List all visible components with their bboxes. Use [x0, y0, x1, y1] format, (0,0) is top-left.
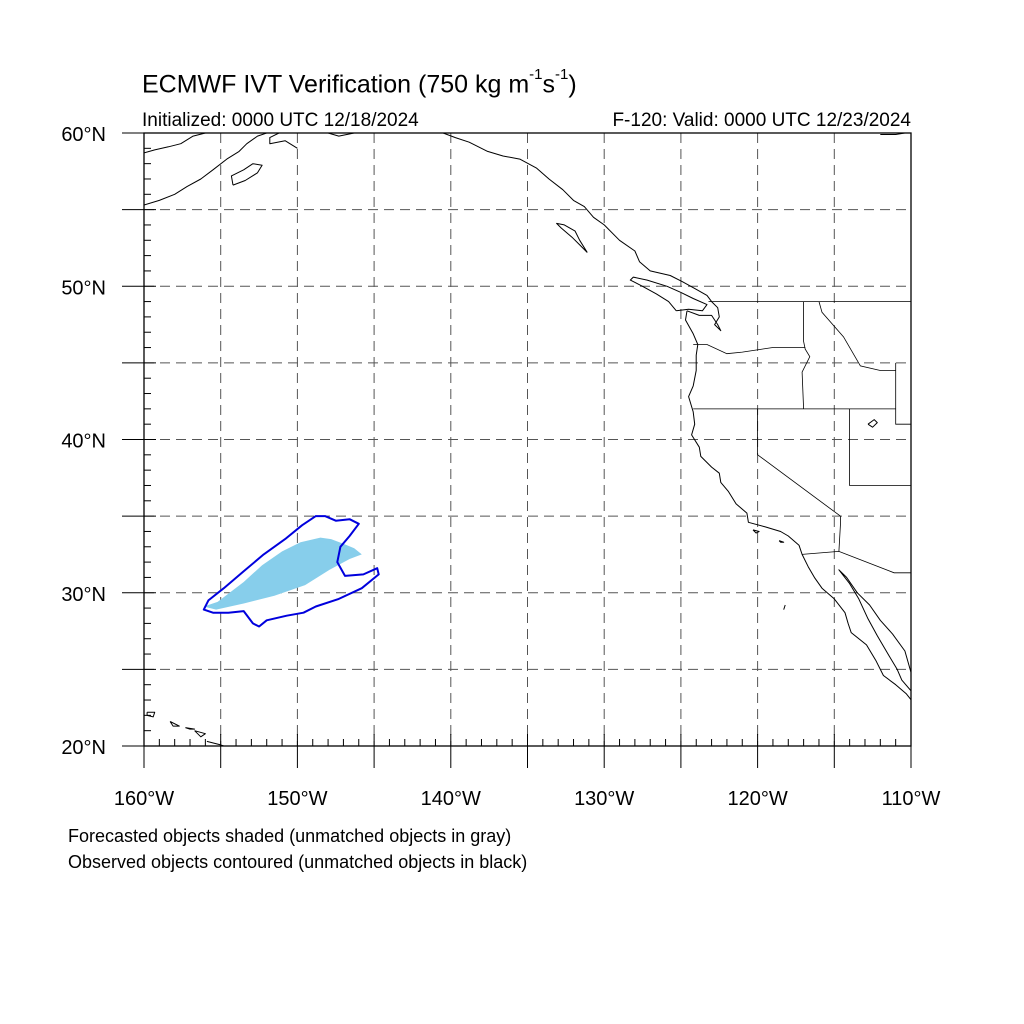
coastline — [230, 163, 263, 186]
coastlines — [144, 133, 911, 746]
footer-forecast-note: Forecasted objects shaded (unmatched obj… — [68, 826, 512, 846]
coastline — [685, 310, 911, 701]
political-borders — [693, 301, 911, 574]
initialized-time: Initialized: 0000 UTC 12/18/2024 — [142, 110, 419, 131]
map-title: ECMWF IVT Verification (750 kg m-1s-1) — [142, 66, 577, 99]
coastline — [146, 711, 156, 718]
observed-object-contour — [202, 515, 380, 628]
lat-label: 40°N — [61, 431, 106, 453]
border-line — [818, 301, 896, 371]
coastline — [327, 133, 355, 137]
border-line — [802, 550, 911, 574]
coastline — [185, 727, 196, 730]
coastline — [629, 276, 708, 312]
border-line — [757, 408, 841, 517]
coastline — [686, 301, 722, 332]
coastline — [442, 133, 713, 302]
coastline — [556, 222, 588, 253]
gridlines — [144, 133, 911, 746]
lat-label: 30°N — [61, 584, 106, 606]
coastline — [778, 540, 785, 543]
forecast-object-shaded — [203, 537, 362, 610]
ivt-objects — [202, 515, 380, 628]
lon-label: 120°W — [727, 788, 787, 810]
coastline — [144, 133, 206, 154]
axis-ticks — [122, 132, 912, 768]
border-line — [895, 362, 911, 425]
coastline — [206, 740, 225, 746]
border-line — [693, 344, 806, 355]
lon-label: 140°W — [421, 788, 481, 810]
lat-label: 50°N — [61, 277, 106, 299]
coastline — [194, 730, 206, 738]
coastline — [867, 419, 878, 428]
border-line — [849, 408, 911, 486]
footer-observed-note: Observed objects contoured (unmatched ob… — [68, 852, 528, 872]
lon-label: 110°W — [882, 788, 941, 810]
coastline — [144, 133, 267, 206]
coastline — [752, 529, 760, 534]
coastline — [269, 133, 298, 149]
valid-time: F-120: Valid: 0000 UTC 12/23/2024 — [612, 110, 911, 131]
lat-label: 60°N — [61, 124, 106, 146]
axis-labels: 60°N 50°N 40°N 30°N 20°N 160°W 150°W 140°W 130°W… — [61, 124, 940, 810]
border-line — [838, 516, 841, 552]
lon-label: 160°W — [114, 788, 174, 810]
coastline — [169, 721, 180, 727]
border-line — [801, 301, 811, 409]
lon-label: 150°W — [267, 788, 327, 810]
lat-label: 20°N — [61, 737, 106, 759]
lon-label: 130°W — [574, 788, 634, 810]
coastline — [783, 604, 786, 610]
